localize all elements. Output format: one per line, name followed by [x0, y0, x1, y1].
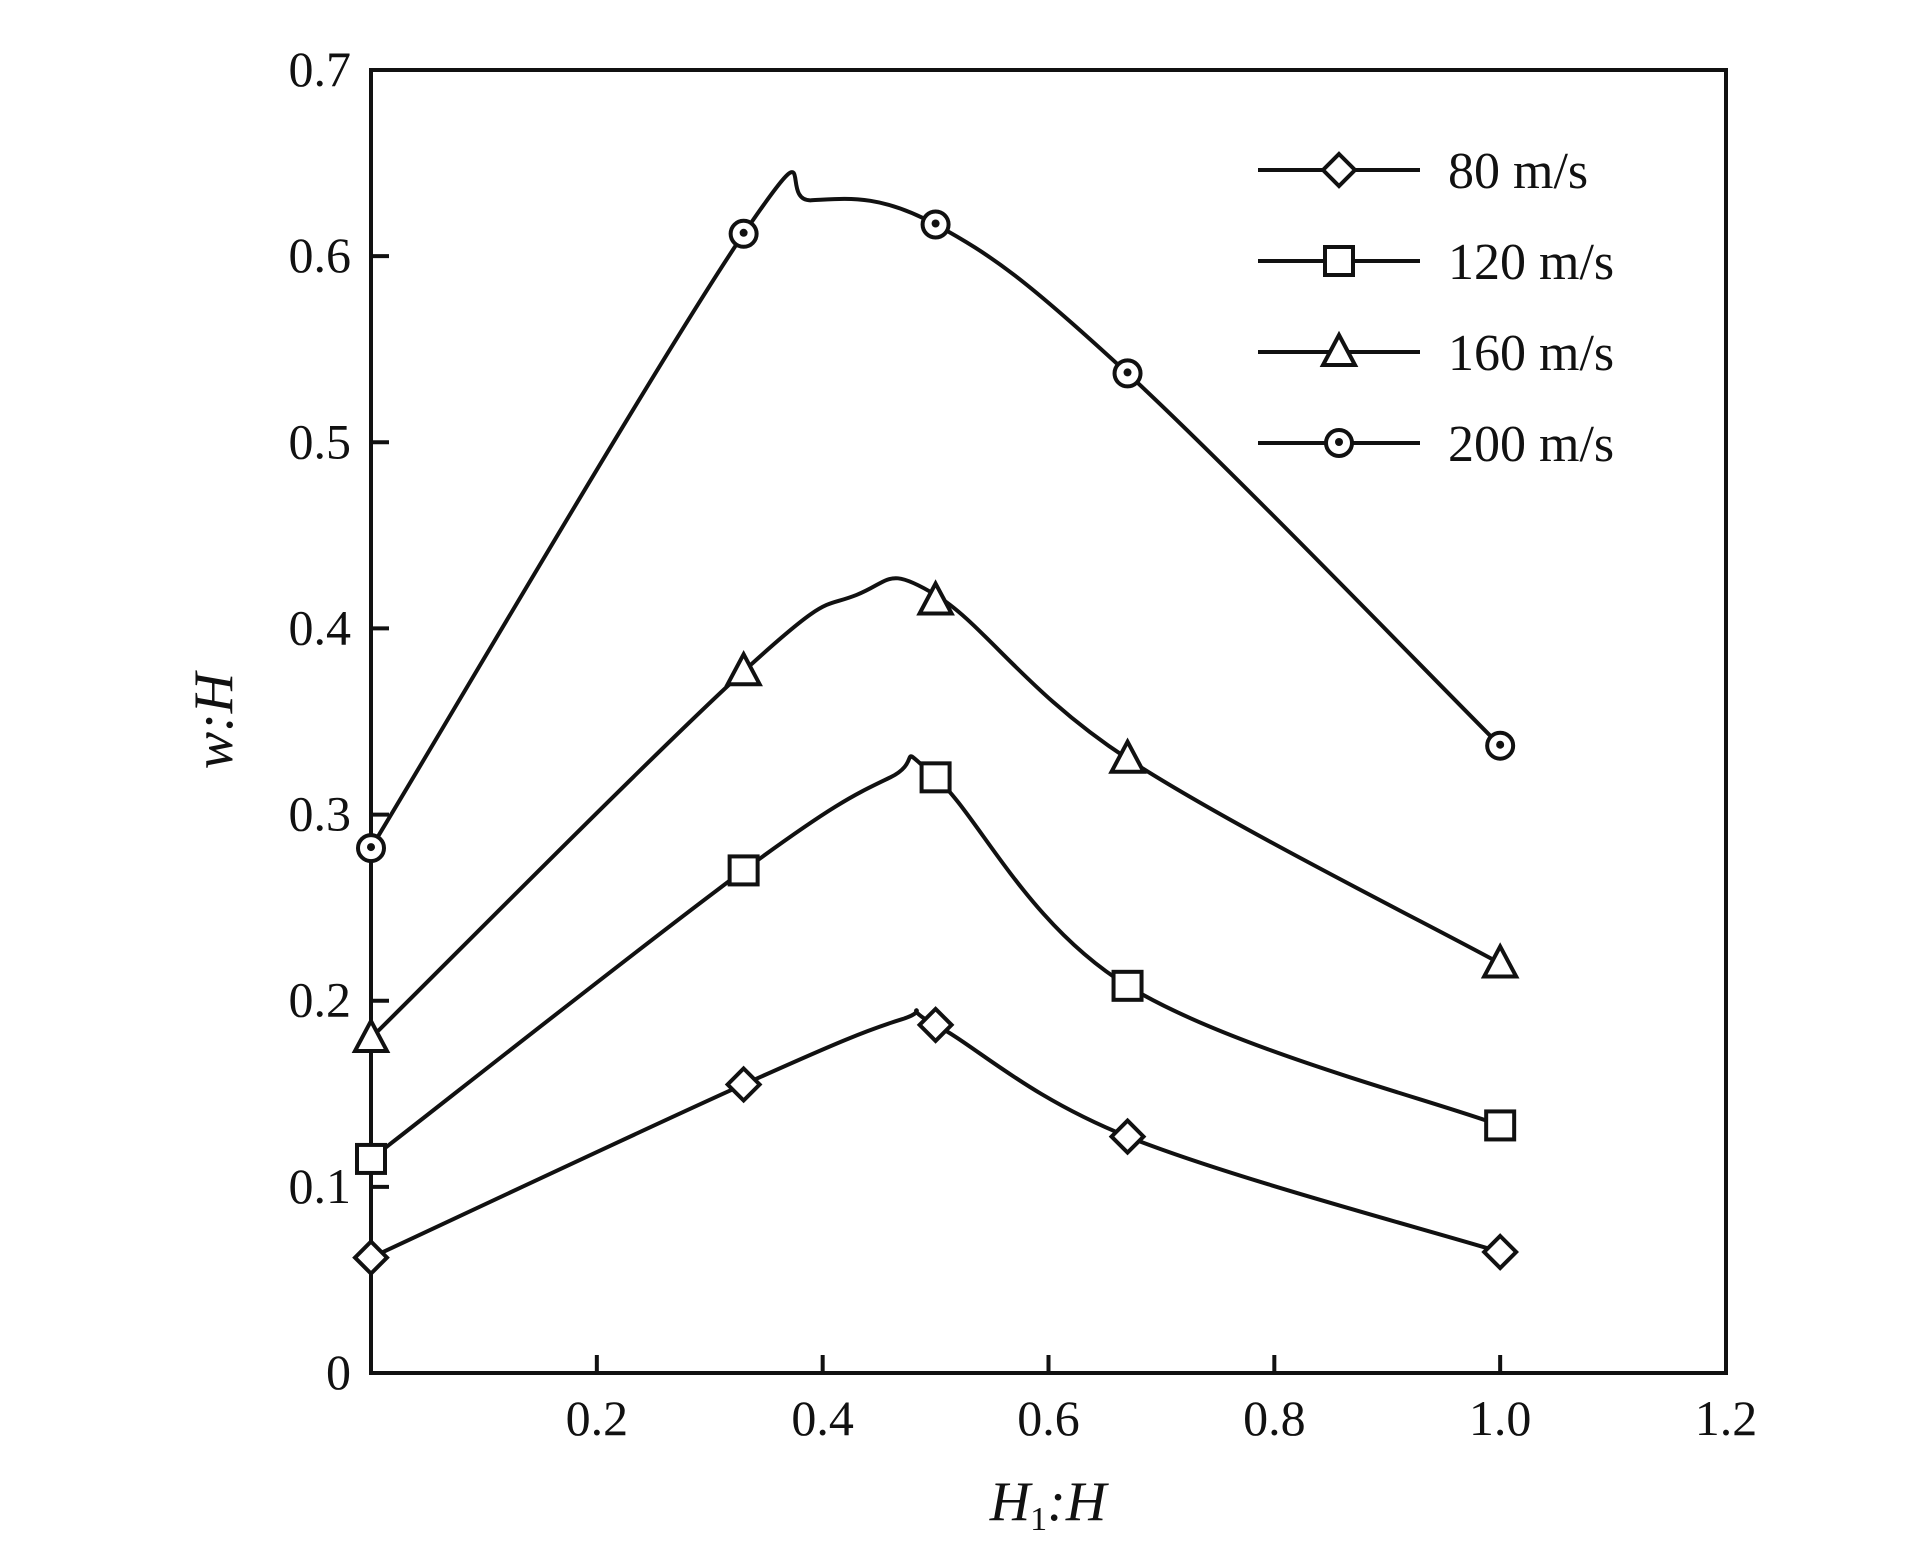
data-point-square — [1111, 969, 1144, 1002]
data-point-square — [727, 854, 760, 887]
series-square — [355, 754, 1517, 1175]
series-line — [369, 170, 1502, 850]
data-point-square — [355, 1142, 387, 1175]
y-tick-label: 0.5 — [289, 413, 352, 469]
data-point-circle-dot — [356, 833, 386, 864]
legend-marker-triangle — [1319, 330, 1359, 367]
legend-item: 80 m/s — [1258, 143, 1588, 200]
data-point-circle-dot — [728, 218, 759, 249]
legend-marker-circle-dot — [1324, 428, 1354, 458]
x-axis: 0.2 0.4 0.6 0.8 1.0 1.2 — [566, 1355, 1758, 1446]
legend-item: 160 m/s — [1258, 325, 1614, 382]
data-point-triangle — [1108, 737, 1147, 774]
data-point-circle-dot — [1485, 730, 1516, 761]
legend-label: 160 m/s — [1448, 325, 1614, 382]
x-tick-label: 1.0 — [1469, 1390, 1532, 1446]
data-point-diamond — [1108, 1117, 1147, 1156]
data-point-diamond — [916, 1006, 955, 1044]
data-point-triangle — [916, 579, 955, 616]
legend-item: 120 m/s — [1258, 234, 1614, 291]
data-point-square — [1484, 1109, 1517, 1142]
data-point-triangle — [351, 1016, 391, 1053]
y-tick-label: 0.3 — [289, 786, 352, 842]
legend-item: 200 m/s — [1258, 416, 1614, 473]
series-diamond — [352, 1006, 1519, 1277]
data-point-circle-dot — [920, 209, 951, 240]
data-point-diamond — [724, 1065, 763, 1104]
y-tick-label: 0.2 — [289, 972, 352, 1028]
series-line — [369, 576, 1502, 1040]
data-point-triangle — [1480, 942, 1520, 979]
x-tick-label: 0.8 — [1243, 1390, 1306, 1446]
data-point-diamond — [352, 1238, 390, 1277]
legend-marker-diamond — [1320, 151, 1358, 189]
y-tick-label: 0.4 — [289, 599, 352, 655]
y-tick-label: 0 — [326, 1344, 351, 1400]
y-tick-label: 0.1 — [289, 1158, 352, 1214]
x-tick-label: 0.6 — [1017, 1390, 1080, 1446]
data-point-circle-dot — [1112, 358, 1143, 389]
series-circle-dot — [356, 170, 1516, 864]
x-tick-label: 0.4 — [791, 1390, 854, 1446]
legend-label: 120 m/s — [1448, 234, 1614, 291]
x-tick-label: 0.2 — [566, 1390, 629, 1446]
y-axis: 0 0.1 0.2 0.3 0.4 0.5 0.6 0.7 — [289, 41, 389, 1400]
data-point-square — [919, 761, 952, 794]
data-point-triangle — [724, 649, 763, 687]
x-axis-title: H1:H — [989, 1471, 1109, 1538]
y-tick-label: 0.7 — [289, 41, 352, 97]
legend: 80 m/s 120 m/s 160 m/s 200 m/s — [1258, 143, 1614, 473]
series-line — [369, 754, 1501, 1161]
series-layer — [351, 170, 1520, 1277]
legend-label: 80 m/s — [1448, 143, 1588, 200]
data-point-diamond — [1481, 1233, 1519, 1271]
series-triangle — [351, 576, 1520, 1053]
y-tick-label: 0.6 — [289, 227, 352, 283]
legend-marker-square — [1323, 245, 1355, 277]
x-tick-label: 1.2 — [1695, 1390, 1758, 1446]
legend-label: 200 m/s — [1448, 416, 1614, 473]
y-axis-title: w:H — [183, 670, 245, 769]
series-line — [370, 1008, 1501, 1260]
